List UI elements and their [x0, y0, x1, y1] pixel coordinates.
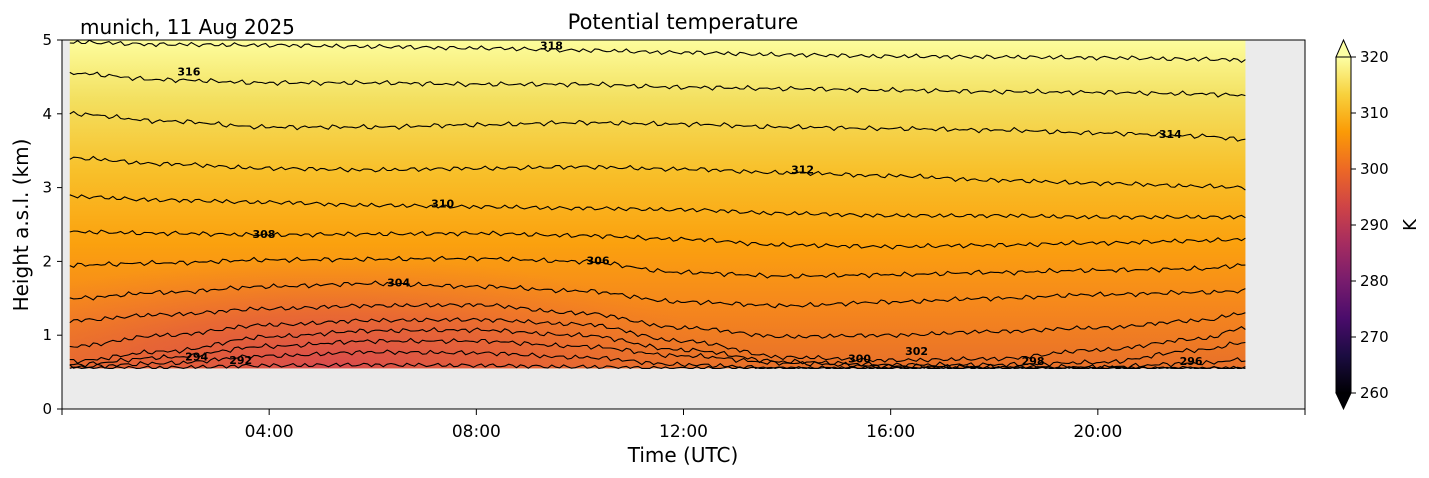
colorbar-tick-label: 260	[1360, 384, 1389, 402]
chart-title: Potential temperature	[568, 10, 799, 34]
y-tick-label: 3	[42, 179, 52, 197]
contour-label: 298	[1022, 355, 1045, 368]
contour-line	[69, 280, 1246, 309]
contour-label: 310	[431, 198, 454, 211]
colorbar-tick-label: 320	[1360, 48, 1389, 66]
contour-label: 318	[540, 40, 563, 53]
colorbar-extend-min	[1335, 392, 1352, 411]
x-tick-label: 12:00	[659, 422, 708, 442]
contour-line	[69, 40, 1246, 63]
colorbar-tick-label: 270	[1360, 328, 1389, 346]
contour-labels: 294 292 304 308 310 306 312 314 316 318 300 302 298 2…	[177, 40, 1203, 368]
contour-label: 306	[587, 254, 610, 267]
colorbar-tick-label: 290	[1360, 216, 1389, 234]
y-tick-label: 1	[42, 326, 52, 344]
field-warm-region	[69, 40, 1246, 369]
contour-label: 308	[253, 228, 276, 241]
colorbar-extend-max	[1335, 38, 1352, 58]
potential-temperature-field	[69, 40, 1246, 369]
x-tick-label: 16:00	[866, 422, 915, 442]
contour-label: 316	[177, 65, 200, 78]
contour-label: 296	[1180, 355, 1203, 368]
contour-lines	[69, 40, 1246, 370]
contour-line	[69, 302, 1246, 339]
chart-subtitle: munich, 11 Aug 2025	[80, 15, 295, 39]
contour-line	[69, 349, 1246, 369]
x-tick-label: 04:00	[245, 422, 294, 442]
colorbar-ticks: 260 270 280 290 300 310 320	[1351, 48, 1389, 402]
y-axis-label: Height a.s.l. (km)	[9, 139, 33, 312]
contour-line	[69, 71, 1246, 98]
contour-label: 312	[791, 164, 814, 177]
x-tick-label: 20:00	[1073, 422, 1122, 442]
x-axis-label: Time (UTC)	[627, 443, 739, 467]
contour-label: 314	[1159, 128, 1182, 141]
contour-line	[69, 255, 1246, 279]
contour-line	[69, 362, 1246, 370]
colorbar-tick-label: 280	[1360, 272, 1389, 290]
y-tick-label: 4	[42, 105, 52, 123]
contour-line	[69, 155, 1246, 191]
y-axis-ticks: 0 1 2 3 4 5	[42, 31, 62, 418]
y-tick-label: 2	[42, 252, 52, 270]
colorbar: 260 270 280 290 300 310 320 K	[1335, 38, 1421, 411]
contour-label: 304	[387, 277, 410, 290]
contour-line	[69, 110, 1246, 142]
contour-line	[69, 229, 1246, 250]
y-tick-label: 5	[42, 31, 52, 49]
x-axis-ticks: 04:00 08:00 12:00 16:00 20:00	[61, 409, 1306, 442]
contour-line	[69, 194, 1246, 220]
contour-line	[69, 317, 1246, 363]
contour-label: 300	[848, 353, 871, 366]
colorbar-label: K	[1400, 218, 1421, 231]
contour-label: 302	[905, 345, 928, 358]
colorbar-tick-label: 310	[1360, 104, 1389, 122]
x-tick-label: 08:00	[452, 422, 501, 442]
contour-label: 294	[185, 350, 208, 363]
colorbar-tick-label: 300	[1360, 160, 1389, 178]
colorbar-gradient	[1336, 57, 1351, 393]
contour-label: 292	[229, 354, 252, 367]
y-tick-label: 0	[42, 400, 52, 418]
contour-line	[69, 326, 1246, 369]
